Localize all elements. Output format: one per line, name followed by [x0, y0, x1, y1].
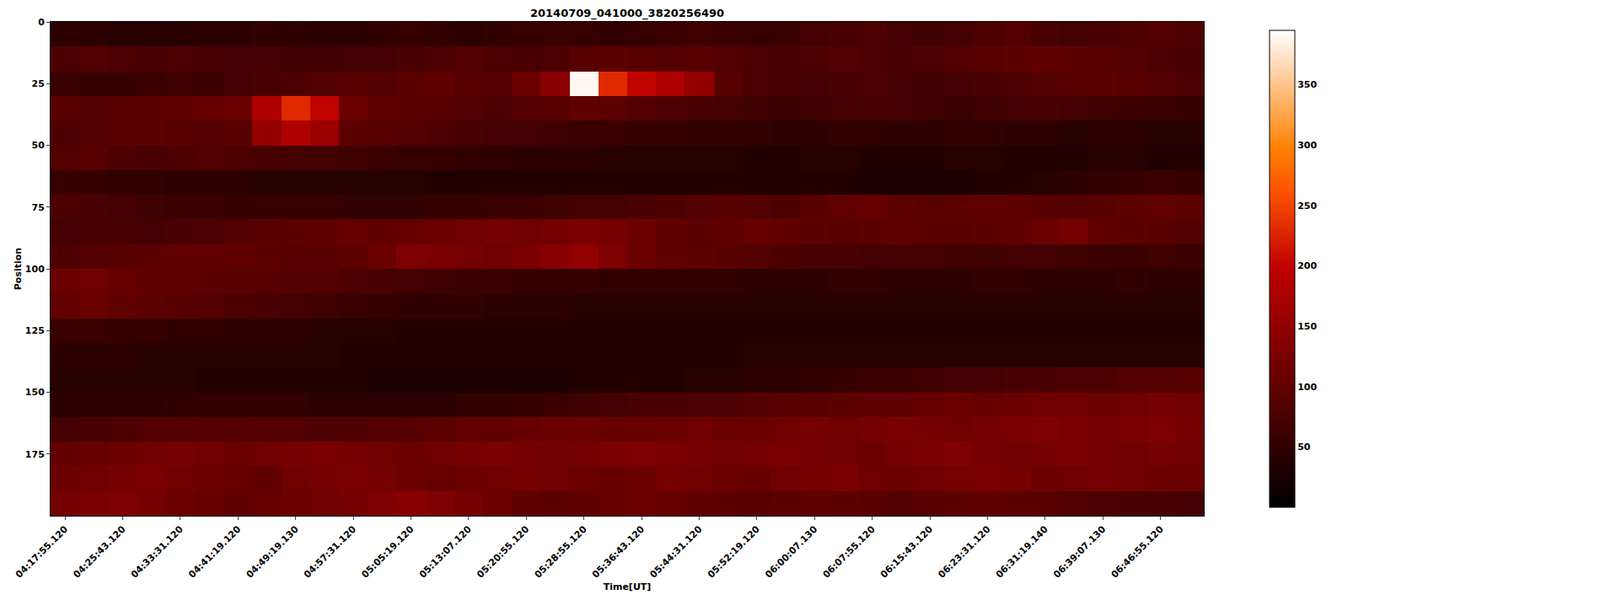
svg-text:04:49:19.130: 04:49:19.130 — [244, 523, 301, 580]
svg-text:04:33:31.120: 04:33:31.120 — [128, 523, 186, 580]
svg-text:05:36:43.120: 05:36:43.120 — [590, 523, 647, 580]
svg-text:06:31:19.140: 06:31:19.140 — [993, 523, 1051, 580]
svg-text:Position: Position — [12, 247, 24, 290]
svg-text:350: 350 — [1297, 79, 1317, 91]
svg-text:04:57:31.120: 04:57:31.120 — [301, 523, 359, 580]
svg-text:25: 25 — [31, 78, 44, 90]
svg-text:06:23:31.120: 06:23:31.120 — [935, 523, 993, 580]
svg-text:175: 175 — [25, 449, 45, 461]
svg-text:100: 100 — [1297, 381, 1317, 393]
svg-text:06:46:55.120: 06:46:55.120 — [1109, 523, 1166, 580]
svg-text:05:28:55.120: 05:28:55.120 — [532, 523, 590, 580]
svg-text:05:05:19.120: 05:05:19.120 — [359, 523, 416, 580]
svg-text:100: 100 — [25, 263, 45, 275]
svg-text:04:17:55.120: 04:17:55.120 — [13, 523, 70, 580]
svg-text:06:07:55.120: 06:07:55.120 — [821, 523, 878, 580]
svg-text:75: 75 — [31, 202, 44, 214]
svg-text:125: 125 — [25, 325, 45, 337]
svg-text:06:39:07.130: 06:39:07.130 — [1051, 523, 1108, 580]
svg-text:20140709_041000_3820256490: 20140709_041000_3820256490 — [530, 6, 725, 21]
svg-text:05:44:31.120: 05:44:31.120 — [647, 523, 704, 580]
svg-text:06:15:43.120: 06:15:43.120 — [878, 523, 935, 580]
svg-text:06:00:07.130: 06:00:07.130 — [762, 523, 820, 580]
svg-text:200: 200 — [1297, 260, 1317, 272]
svg-text:150: 150 — [25, 386, 45, 398]
svg-text:50: 50 — [31, 139, 45, 151]
svg-text:04:25:43.120: 04:25:43.120 — [70, 523, 128, 580]
svg-text:05:52:19.120: 05:52:19.120 — [705, 523, 763, 580]
svg-text:05:13:07.120: 05:13:07.120 — [417, 523, 474, 580]
svg-text:Time[UT]: Time[UT] — [603, 581, 652, 593]
svg-text:50: 50 — [1297, 441, 1311, 453]
svg-text:150: 150 — [1297, 321, 1317, 333]
svg-text:250: 250 — [1297, 200, 1317, 212]
svg-text:300: 300 — [1297, 139, 1317, 151]
svg-text:0: 0 — [37, 16, 45, 28]
svg-text:04:41:19.120: 04:41:19.120 — [186, 523, 243, 580]
svg-text:05:20:55.120: 05:20:55.120 — [474, 523, 532, 580]
